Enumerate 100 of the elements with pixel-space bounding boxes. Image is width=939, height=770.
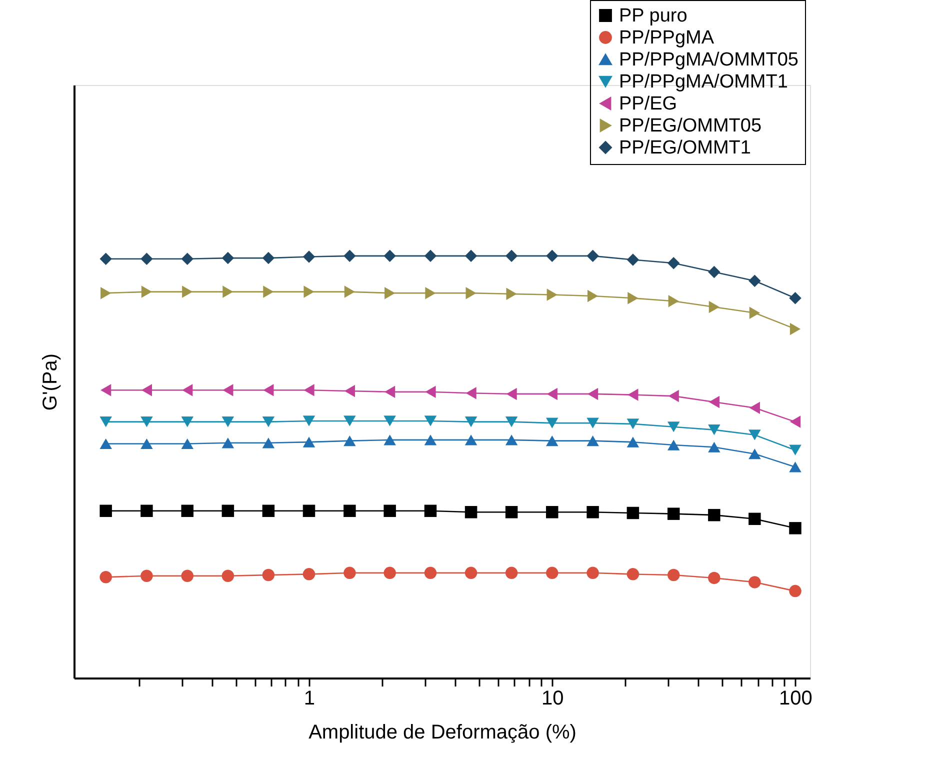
point — [304, 384, 314, 396]
point — [546, 506, 558, 518]
legend-label: PP/PPgMA/OMMT1 — [619, 72, 788, 92]
point — [748, 274, 761, 287]
point — [464, 416, 478, 428]
point — [506, 288, 517, 300]
x-axis-title: Amplitude de Deformação (%) — [308, 722, 576, 744]
point — [100, 416, 112, 428]
point — [748, 576, 761, 588]
point — [302, 436, 316, 448]
point — [464, 250, 478, 262]
point — [262, 416, 275, 428]
point — [262, 438, 275, 448]
point — [587, 290, 598, 302]
point — [302, 504, 316, 517]
point — [424, 566, 437, 580]
point — [708, 442, 720, 452]
point — [140, 416, 153, 428]
point — [262, 568, 275, 582]
point — [626, 436, 640, 448]
point — [464, 506, 478, 518]
point — [505, 506, 518, 518]
point — [263, 286, 274, 298]
point — [789, 522, 802, 534]
point — [140, 438, 153, 450]
point — [100, 286, 112, 300]
point — [626, 418, 640, 430]
point — [708, 300, 720, 314]
point — [708, 266, 720, 278]
point — [181, 570, 194, 582]
point — [384, 416, 396, 426]
point — [181, 504, 194, 517]
point — [789, 462, 802, 472]
point — [626, 506, 640, 520]
point — [546, 435, 558, 446]
point — [466, 286, 476, 300]
point — [222, 570, 234, 582]
point — [141, 384, 152, 396]
point — [668, 294, 679, 308]
point — [587, 388, 598, 400]
point — [466, 386, 476, 400]
point — [222, 416, 234, 428]
point — [586, 566, 599, 580]
point — [749, 306, 760, 320]
point — [222, 438, 234, 448]
point — [586, 506, 599, 518]
point — [748, 512, 761, 526]
point — [667, 568, 680, 582]
point — [222, 252, 234, 264]
point — [749, 402, 760, 414]
point — [708, 396, 720, 408]
point — [100, 504, 112, 517]
point — [668, 390, 679, 402]
point — [302, 250, 316, 263]
point — [505, 250, 518, 262]
point — [546, 250, 558, 262]
point — [790, 322, 801, 336]
point — [464, 434, 478, 446]
legend-label: PP puro — [619, 6, 688, 26]
point — [100, 571, 112, 584]
point — [262, 504, 275, 517]
point — [626, 568, 640, 580]
point — [708, 572, 720, 584]
point — [344, 566, 356, 580]
point — [140, 252, 153, 266]
point — [263, 384, 274, 396]
point — [789, 292, 802, 304]
y-axis-title: G'(Pa) — [40, 353, 62, 411]
point — [505, 434, 518, 446]
point — [628, 388, 638, 401]
point — [222, 504, 234, 517]
point — [667, 422, 680, 432]
point — [790, 416, 801, 428]
point — [425, 386, 436, 398]
legend-label: PP/EG/OMMT05 — [619, 116, 762, 136]
point — [424, 250, 437, 262]
point — [424, 416, 437, 426]
point — [506, 388, 517, 400]
point — [586, 418, 599, 428]
point — [546, 418, 558, 428]
point — [344, 384, 355, 398]
point — [100, 384, 112, 396]
x-tick-label: 1 — [304, 688, 316, 710]
point — [546, 388, 558, 400]
point — [344, 435, 356, 446]
point — [384, 434, 396, 446]
point — [344, 504, 356, 517]
point — [302, 568, 316, 580]
point — [586, 435, 599, 446]
point — [546, 566, 558, 580]
point — [181, 438, 194, 450]
point — [262, 252, 275, 264]
point — [425, 286, 436, 300]
point — [304, 286, 314, 298]
point — [667, 440, 680, 450]
point — [789, 444, 802, 456]
point — [100, 252, 112, 266]
point — [628, 292, 638, 304]
point — [344, 416, 356, 426]
point — [100, 438, 112, 450]
